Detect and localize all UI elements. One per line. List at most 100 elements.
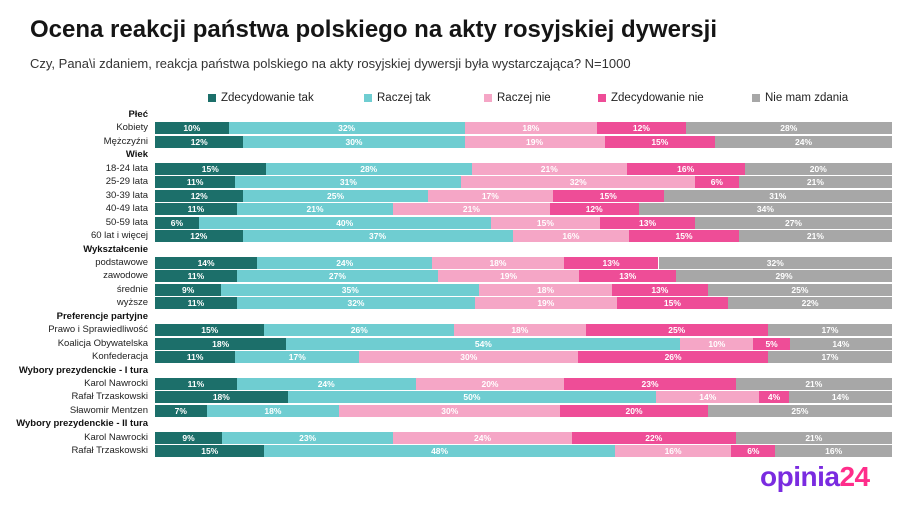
bar-segment: 32% xyxy=(228,122,465,134)
bar-segment: 14% xyxy=(789,338,892,350)
bar-segment: 24% xyxy=(236,378,416,390)
row-label: 25-29 lata xyxy=(105,176,148,187)
opinia24-logo: opinia24 xyxy=(760,461,870,493)
bar-segment: 12% xyxy=(549,203,639,215)
bar-segment: 13% xyxy=(600,217,695,229)
bar-segment: 13% xyxy=(611,284,708,296)
bar-segment: 15% xyxy=(604,136,716,148)
bar-segment: 27% xyxy=(694,217,892,229)
row-label: Karol Nawrocki xyxy=(84,378,148,389)
bar-segment: 25% xyxy=(707,405,892,417)
bar-segment: 22% xyxy=(728,297,892,309)
row-label: Karol Nawrocki xyxy=(84,432,148,443)
legend-swatch xyxy=(208,94,216,102)
bar-segment: 24% xyxy=(393,432,572,444)
bar-segment: 54% xyxy=(286,338,681,350)
row-label: Rafał Trzaskowski xyxy=(71,445,148,456)
bar-segment: 25% xyxy=(707,284,892,296)
legend: Zdecydowanie tak Raczej tak Raczej nie Zdec… xyxy=(0,92,915,108)
bar-segment: 11% xyxy=(155,297,237,309)
bar-segment: 15% xyxy=(155,324,265,336)
bar-segment: 19% xyxy=(475,297,617,309)
bar-segment: 21% xyxy=(471,163,627,175)
bar-segment: 18% xyxy=(464,122,598,134)
row-label: 40-49 lata xyxy=(105,203,148,214)
bar-segment: 6% xyxy=(731,445,776,457)
bar-segment: 15% xyxy=(552,190,664,202)
bar-segment: 19% xyxy=(464,136,605,148)
legend-item: Zdecydowanie nie xyxy=(598,92,704,104)
chart-subtitle: Czy, Pana\i zdaniem, reakcja państwa pol… xyxy=(30,56,631,71)
bar-segment: 9% xyxy=(155,284,222,296)
bar-segment: 11% xyxy=(155,176,236,188)
bar-segment: 37% xyxy=(242,230,513,242)
bar-segment: 32% xyxy=(461,176,695,188)
row-label: Kobiety xyxy=(116,122,148,133)
bar-segment: 16% xyxy=(626,163,745,175)
bar-segment: 15% xyxy=(155,163,266,175)
row-label: zawodowe xyxy=(103,270,148,281)
bar-segment: 14% xyxy=(656,391,760,403)
bar-segment: 25% xyxy=(585,324,768,336)
bar-segment: 18% xyxy=(155,338,287,350)
group-label: Wiek xyxy=(125,149,148,161)
bar-segment: 11% xyxy=(155,203,237,215)
bar-segment: 12% xyxy=(155,230,243,242)
bar-segment: 26% xyxy=(264,324,455,336)
bar-segment: 25% xyxy=(243,190,428,202)
bar-segment: 48% xyxy=(264,445,615,457)
bar-segment: 50% xyxy=(287,391,657,403)
bar-segment: 30% xyxy=(243,136,465,148)
bar-segment: 11% xyxy=(155,378,237,390)
bar-segment: 21% xyxy=(236,203,394,215)
bar-segment: 23% xyxy=(564,378,736,390)
bar-segment: 30% xyxy=(339,405,561,417)
group-label: Płeć xyxy=(128,109,148,120)
row-label: podstawowe xyxy=(95,257,148,268)
group-label: Wybory prezydenckie - II tura xyxy=(16,418,148,430)
bar-segment: 34% xyxy=(638,203,892,215)
bar-segment: 14% xyxy=(155,257,258,269)
legend-label: Raczej nie xyxy=(497,92,551,104)
bar-segment: 17% xyxy=(427,190,553,202)
bar-segment: 15% xyxy=(490,217,601,229)
bar-segment: 32% xyxy=(236,297,476,309)
legend-label: Nie mam zdania xyxy=(765,92,849,104)
bar-segment: 18% xyxy=(206,405,340,417)
row-label: 50-59 lata xyxy=(105,217,148,228)
bar-segment: 21% xyxy=(738,176,892,188)
bar-segment: 20% xyxy=(744,163,892,175)
bar-segment: 24% xyxy=(257,257,433,269)
legend-item: Raczej tak xyxy=(364,92,431,104)
legend-label: Raczej tak xyxy=(377,92,431,104)
row-label: średnie xyxy=(116,284,148,295)
row-label: Rafał Trzaskowski xyxy=(71,391,148,402)
bar-segment: 30% xyxy=(359,351,579,363)
bar-segment: 26% xyxy=(578,351,768,363)
row-label: Prawo i Sprawiedliwość xyxy=(48,324,148,335)
bar-segment: 31% xyxy=(235,176,462,188)
row-label: Mężczyźni xyxy=(103,136,148,147)
bar-segment: 23% xyxy=(222,432,394,444)
row-label: Koalicja Obywatelska xyxy=(57,338,148,349)
legend-swatch xyxy=(752,94,760,102)
bar-segment: 40% xyxy=(198,217,491,229)
legend-swatch xyxy=(484,94,492,102)
bar-segment: 14% xyxy=(788,391,892,403)
bar-segment: 15% xyxy=(616,297,729,309)
row-label: 30-39 lata xyxy=(105,190,148,201)
bar-segment: 6% xyxy=(694,176,739,188)
bar-segment: 21% xyxy=(735,378,892,390)
bar-segment: 16% xyxy=(775,445,892,457)
bar-segment: 4% xyxy=(759,391,789,403)
logo-text-opinia: opinia xyxy=(760,461,840,492)
bar-segment: 16% xyxy=(614,445,732,457)
bar-segment: 22% xyxy=(571,432,736,444)
bar-segment: 13% xyxy=(579,270,677,282)
group-label: Wybory prezydenckie - I tura xyxy=(18,364,148,376)
group-label: Preferencje partyjne xyxy=(56,310,148,322)
logo-text-24: 24 xyxy=(839,461,870,492)
legend-swatch xyxy=(364,94,372,102)
row-label: Konfederacja xyxy=(92,351,148,362)
bar-segment: 13% xyxy=(563,257,659,269)
